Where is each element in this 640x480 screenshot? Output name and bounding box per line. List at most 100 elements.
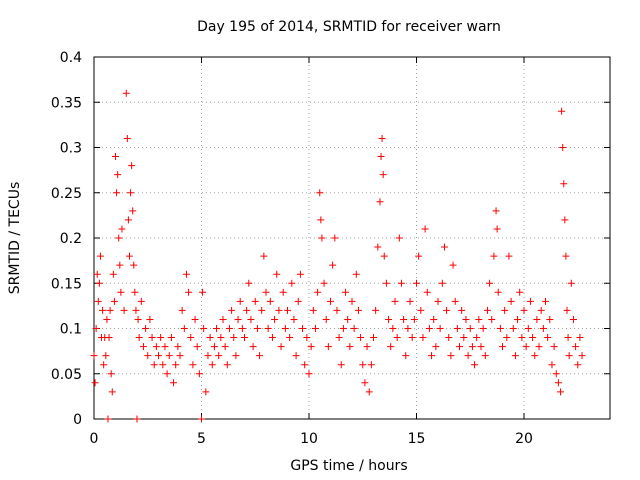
- data-point: [234, 315, 242, 323]
- y-tick-label: 0.2: [60, 231, 82, 247]
- x-tick-label: 20: [515, 431, 533, 447]
- data-point: [475, 315, 483, 323]
- data-point: [493, 225, 501, 233]
- data-point: [275, 306, 283, 314]
- data-point: [471, 361, 479, 369]
- data-point: [105, 334, 113, 342]
- data-point: [359, 361, 367, 369]
- data-point: [462, 315, 470, 323]
- data-point: [324, 343, 332, 351]
- data-point: [432, 343, 440, 351]
- y-tick-label: 0.05: [51, 367, 82, 383]
- data-point: [537, 306, 545, 314]
- data-point: [202, 388, 210, 396]
- data-point: [125, 252, 133, 260]
- data-point: [458, 306, 466, 314]
- data-point: [210, 343, 218, 351]
- data-point: [279, 288, 287, 296]
- data-point: [116, 261, 124, 269]
- data-point: [408, 334, 416, 342]
- data-point: [299, 325, 307, 332]
- data-point: [428, 352, 436, 360]
- data-point: [397, 279, 405, 287]
- data-point: [124, 216, 132, 224]
- data-point: [268, 334, 276, 342]
- data-point: [127, 189, 135, 197]
- data-point: [223, 361, 231, 369]
- data-point: [198, 415, 205, 423]
- data-point: [560, 180, 568, 188]
- data-point: [288, 279, 296, 287]
- data-point: [376, 198, 384, 206]
- data-point: [402, 352, 410, 360]
- data-point: [494, 288, 502, 296]
- data-point: [453, 325, 461, 332]
- data-point: [266, 297, 274, 305]
- data-point: [563, 306, 571, 314]
- data-point: [95, 279, 103, 287]
- chart-title: Day 195 of 2014, SRMTID for receiver war…: [197, 19, 501, 35]
- data-point: [449, 261, 457, 269]
- data-point: [490, 252, 498, 260]
- data-point: [176, 352, 184, 360]
- data-point: [440, 243, 448, 251]
- data-point: [245, 279, 253, 287]
- data-point: [522, 343, 530, 351]
- data-point: [178, 306, 186, 314]
- data-point: [524, 325, 532, 332]
- data-point: [182, 270, 190, 278]
- data-point: [374, 243, 382, 251]
- data-point: [569, 315, 577, 323]
- data-point: [150, 361, 158, 369]
- data-point: [372, 306, 380, 314]
- data-point: [142, 325, 150, 332]
- data-point: [221, 343, 229, 351]
- data-point: [208, 361, 216, 369]
- x-tick-label: 5: [197, 431, 206, 447]
- data-point: [367, 361, 375, 369]
- plot-frame: [93, 56, 611, 420]
- data-point: [159, 361, 167, 369]
- data-point: [331, 234, 339, 242]
- data-point: [438, 279, 446, 287]
- data-point: [354, 306, 362, 314]
- data-point: [133, 415, 141, 423]
- data-point: [559, 144, 567, 151]
- data-point: [542, 297, 549, 305]
- data-point: [327, 297, 334, 305]
- data-point: [406, 297, 414, 305]
- data-point: [477, 343, 485, 351]
- data-point: [546, 315, 554, 323]
- data-point: [460, 334, 468, 342]
- data-point: [204, 352, 212, 360]
- data-point: [161, 343, 169, 351]
- data-point: [421, 225, 429, 233]
- data-point: [473, 334, 481, 342]
- data-point: [509, 325, 517, 332]
- data-point: [479, 325, 487, 332]
- data-point: [92, 325, 100, 332]
- data-point: [296, 270, 304, 278]
- data-point: [170, 379, 178, 387]
- x-tick-label: 15: [408, 431, 426, 447]
- data-point: [152, 343, 160, 351]
- data-point: [241, 334, 248, 342]
- data-point: [307, 343, 315, 351]
- data-point: [505, 252, 513, 260]
- data-point: [518, 334, 526, 342]
- data-point: [562, 252, 570, 260]
- data-point: [305, 370, 313, 378]
- y-tick-label: 0.35: [51, 95, 82, 111]
- data-point: [486, 279, 494, 287]
- data-point: [228, 306, 236, 314]
- data-point: [317, 216, 325, 224]
- data-point: [393, 334, 401, 342]
- data-point: [507, 297, 515, 305]
- data-point: [316, 189, 324, 197]
- data-point: [565, 352, 573, 360]
- y-tick-label: 0.25: [51, 186, 82, 202]
- y-tick-label: 0.1: [60, 322, 82, 338]
- data-point: [466, 325, 474, 332]
- data-point: [100, 361, 108, 369]
- data-point: [501, 306, 509, 314]
